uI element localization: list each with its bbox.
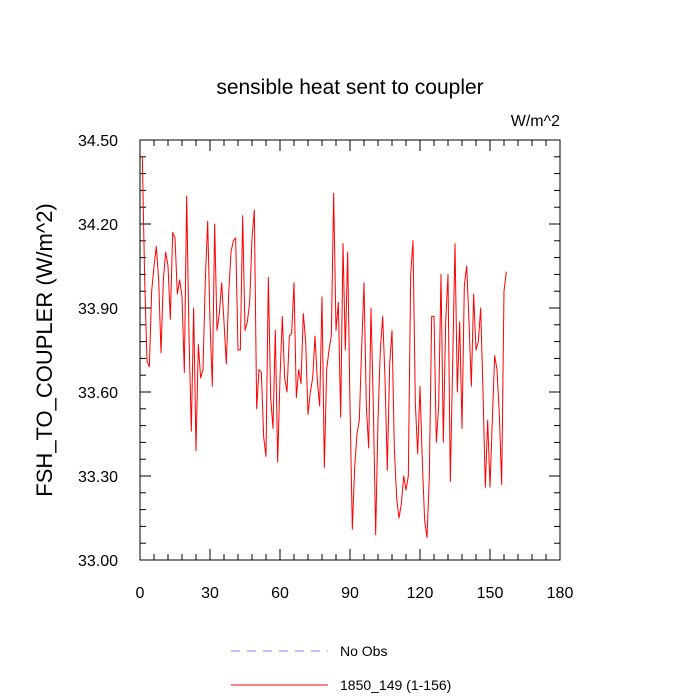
chart-title: sensible heat sent to coupler <box>216 76 483 99</box>
y-tick-label: 33.60 <box>78 385 118 402</box>
x-tick-label: 60 <box>271 585 289 602</box>
y-tick-label: 33.00 <box>78 553 118 570</box>
y-tick-label: 33.30 <box>78 469 118 486</box>
series-line-1 <box>141 156 507 539</box>
y-axis-label: FSH_TO_COUPLER (W/m^2) <box>32 203 57 497</box>
plot-frame <box>139 139 561 561</box>
x-tick-label: 90 <box>341 585 359 602</box>
x-tick-label: 180 <box>547 585 574 602</box>
series-layer <box>141 156 507 539</box>
chart-units: W/m^2 <box>511 113 560 130</box>
x-tick-labels: 0 30 60 90 120 150 180 <box>136 585 574 602</box>
legend-label-no-obs: No Obs <box>340 643 387 659</box>
x-tick-label: 150 <box>477 585 504 602</box>
x-tick-label: 30 <box>201 585 219 602</box>
x-tick-label: 120 <box>407 585 434 602</box>
y-tick-labels: 33.00 33.30 33.60 33.90 34.20 34.50 <box>78 133 118 570</box>
axis-ticks <box>139 139 561 561</box>
y-tick-label: 33.90 <box>78 301 118 318</box>
x-tick-label: 0 <box>136 585 145 602</box>
legend: No Obs 1850_149 (1-156) <box>231 643 451 693</box>
y-tick-label: 34.50 <box>78 133 118 150</box>
legend-label-run: 1850_149 (1-156) <box>340 677 451 693</box>
y-tick-label: 34.20 <box>78 217 118 234</box>
